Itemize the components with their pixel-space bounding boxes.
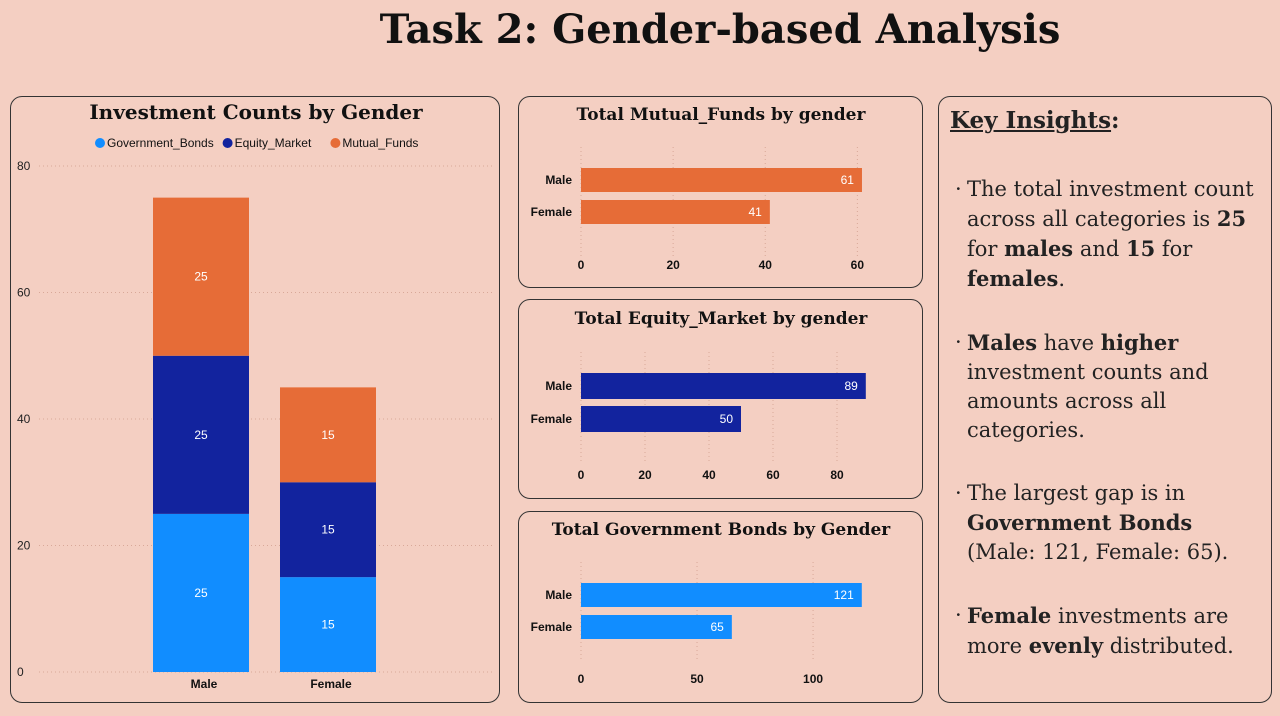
data-label: 15 — [321, 618, 335, 632]
key-insights-panel: Key Insights: The total investment count… — [938, 96, 1272, 703]
y-category-label: Female — [531, 205, 573, 219]
insight-text: for — [1155, 237, 1193, 261]
bar-female — [581, 406, 741, 432]
government-bonds-panel: Total Government Bonds by Gender 0 50 100 Ma… — [518, 511, 923, 703]
mutual-funds-panel: Total Mutual_Funds by gender 0 20 40 60 Male 6… — [518, 96, 923, 288]
insight-item: The largest gap is in Government Bonds (… — [955, 479, 1265, 567]
data-label: 61 — [841, 173, 855, 187]
insights-heading-suffix: : — [1111, 107, 1120, 134]
insights-heading-text: Key Insights — [950, 107, 1112, 134]
y-tick-label: 20 — [17, 539, 31, 553]
data-label: 25 — [194, 586, 208, 600]
insight-emphasis: females — [967, 266, 1059, 291]
y-category-label: Male — [545, 588, 572, 602]
x-tick-label: 0 — [578, 672, 585, 686]
chart-title: Total Mutual_Funds by gender — [577, 105, 867, 125]
y-tick-label: 40 — [17, 412, 31, 426]
stacked-bar-chart: Investment Counts by Gender Government_Bo… — [17, 100, 493, 691]
insight-emphasis: 15 — [1125, 236, 1156, 261]
legend-label-government-bonds: Government_Bonds — [107, 136, 214, 150]
page-title: Task 2: Gender-based Analysis — [379, 6, 1061, 53]
data-label: 25 — [194, 270, 208, 284]
insight-text: . — [1058, 267, 1066, 291]
x-tick-label: 20 — [666, 258, 680, 272]
insight-text: investment counts and amounts across all… — [967, 360, 1209, 442]
legend-marker-equity-market — [222, 138, 233, 148]
data-label: 89 — [844, 379, 858, 393]
x-tick-label: 80 — [830, 468, 844, 482]
x-category-label: Male — [191, 677, 218, 691]
insight-emphasis: males — [1004, 236, 1074, 261]
insight-item: Males have higher investment counts and … — [955, 328, 1265, 445]
insight-text: for — [967, 237, 1005, 261]
y-category-label: Female — [531, 412, 573, 426]
bar-male — [581, 373, 866, 399]
data-label: 121 — [834, 588, 854, 602]
y-category-label: Male — [545, 173, 572, 187]
y-category-label: Female — [531, 620, 573, 634]
insight-emphasis: evenly — [1028, 633, 1104, 658]
legend-marker-mutual-funds — [330, 138, 341, 148]
x-tick-label: 0 — [578, 468, 585, 482]
x-tick-label: 60 — [851, 258, 865, 272]
bar-government-bonds-female — [280, 577, 376, 672]
data-label: 15 — [321, 523, 335, 537]
x-tick-label: 0 — [578, 258, 585, 272]
mutual-funds-chart: Total Mutual_Funds by gender 0 20 40 60 Male 6… — [531, 105, 867, 272]
insights-list: The total investment count across all ca… — [955, 175, 1265, 695]
insight-text: The largest gap is in — [967, 481, 1186, 505]
insight-emphasis: 25 — [1216, 206, 1247, 231]
insight-emphasis: Males — [967, 330, 1038, 355]
bar-equity-market-male — [153, 355, 249, 514]
bar-mutual-funds-male — [153, 197, 249, 356]
bar-male — [581, 583, 862, 607]
insight-text: investments are more — [967, 604, 1229, 658]
stacked-chart-panel: Investment Counts by Gender Government_Bo… — [10, 96, 500, 703]
equity-market-panel: Total Equity_Market by gender 0 20 40 60 80 Ma… — [518, 299, 923, 499]
y-tick-label: 80 — [17, 159, 31, 173]
legend-marker-government-bonds — [95, 138, 105, 148]
insight-item: Female investments are more evenly distr… — [955, 601, 1265, 661]
x-tick-label: 50 — [690, 672, 704, 686]
bar-female — [581, 200, 770, 224]
x-tick-label: 40 — [759, 258, 773, 272]
x-tick-label: 20 — [638, 468, 652, 482]
chart-title: Total Equity_Market by gender — [575, 309, 869, 329]
legend-label-mutual-funds: Mutual_Funds — [342, 136, 418, 150]
chart-title: Investment Counts by Gender — [89, 100, 423, 124]
data-label: 25 — [194, 428, 208, 442]
x-tick-label: 60 — [766, 468, 780, 482]
insight-text: and — [1073, 237, 1126, 261]
x-category-label: Female — [310, 677, 352, 691]
insight-text: The total investment count across all ca… — [967, 177, 1254, 231]
bar-male — [581, 168, 862, 192]
x-tick-label: 40 — [702, 468, 716, 482]
insight-text: (Male: 121, Female: 65). — [967, 540, 1229, 564]
bar-mutual-funds-female — [280, 387, 376, 483]
data-label: 65 — [710, 620, 724, 634]
insight-item: The total investment count across all ca… — [955, 175, 1265, 294]
legend-label-equity-market: Equity_Market — [235, 136, 312, 150]
equity-market-chart: Total Equity_Market by gender 0 20 40 60 80 Ma… — [531, 309, 869, 482]
y-category-label: Male — [545, 379, 572, 393]
y-tick-label: 0 — [17, 665, 24, 679]
chart-title: Total Government Bonds by Gender — [552, 520, 892, 540]
x-tick-label: 100 — [803, 672, 823, 686]
insight-text: distributed. — [1103, 634, 1234, 658]
insight-emphasis: Government Bonds — [967, 510, 1193, 535]
data-label: 41 — [748, 205, 762, 219]
bar-equity-market-female — [280, 482, 376, 578]
insight-emphasis: Female — [967, 603, 1052, 628]
bar-female — [581, 615, 732, 639]
government-bonds-chart: Total Government Bonds by Gender 0 50 100 Ma… — [531, 520, 892, 686]
data-label: 50 — [720, 412, 734, 426]
y-tick-label: 60 — [17, 286, 31, 300]
data-label: 15 — [321, 428, 335, 442]
insight-text: have — [1037, 331, 1101, 355]
insights-heading: Key Insights: — [950, 107, 1120, 134]
insight-emphasis: higher — [1100, 330, 1179, 355]
bar-government-bonds-male — [153, 513, 249, 672]
